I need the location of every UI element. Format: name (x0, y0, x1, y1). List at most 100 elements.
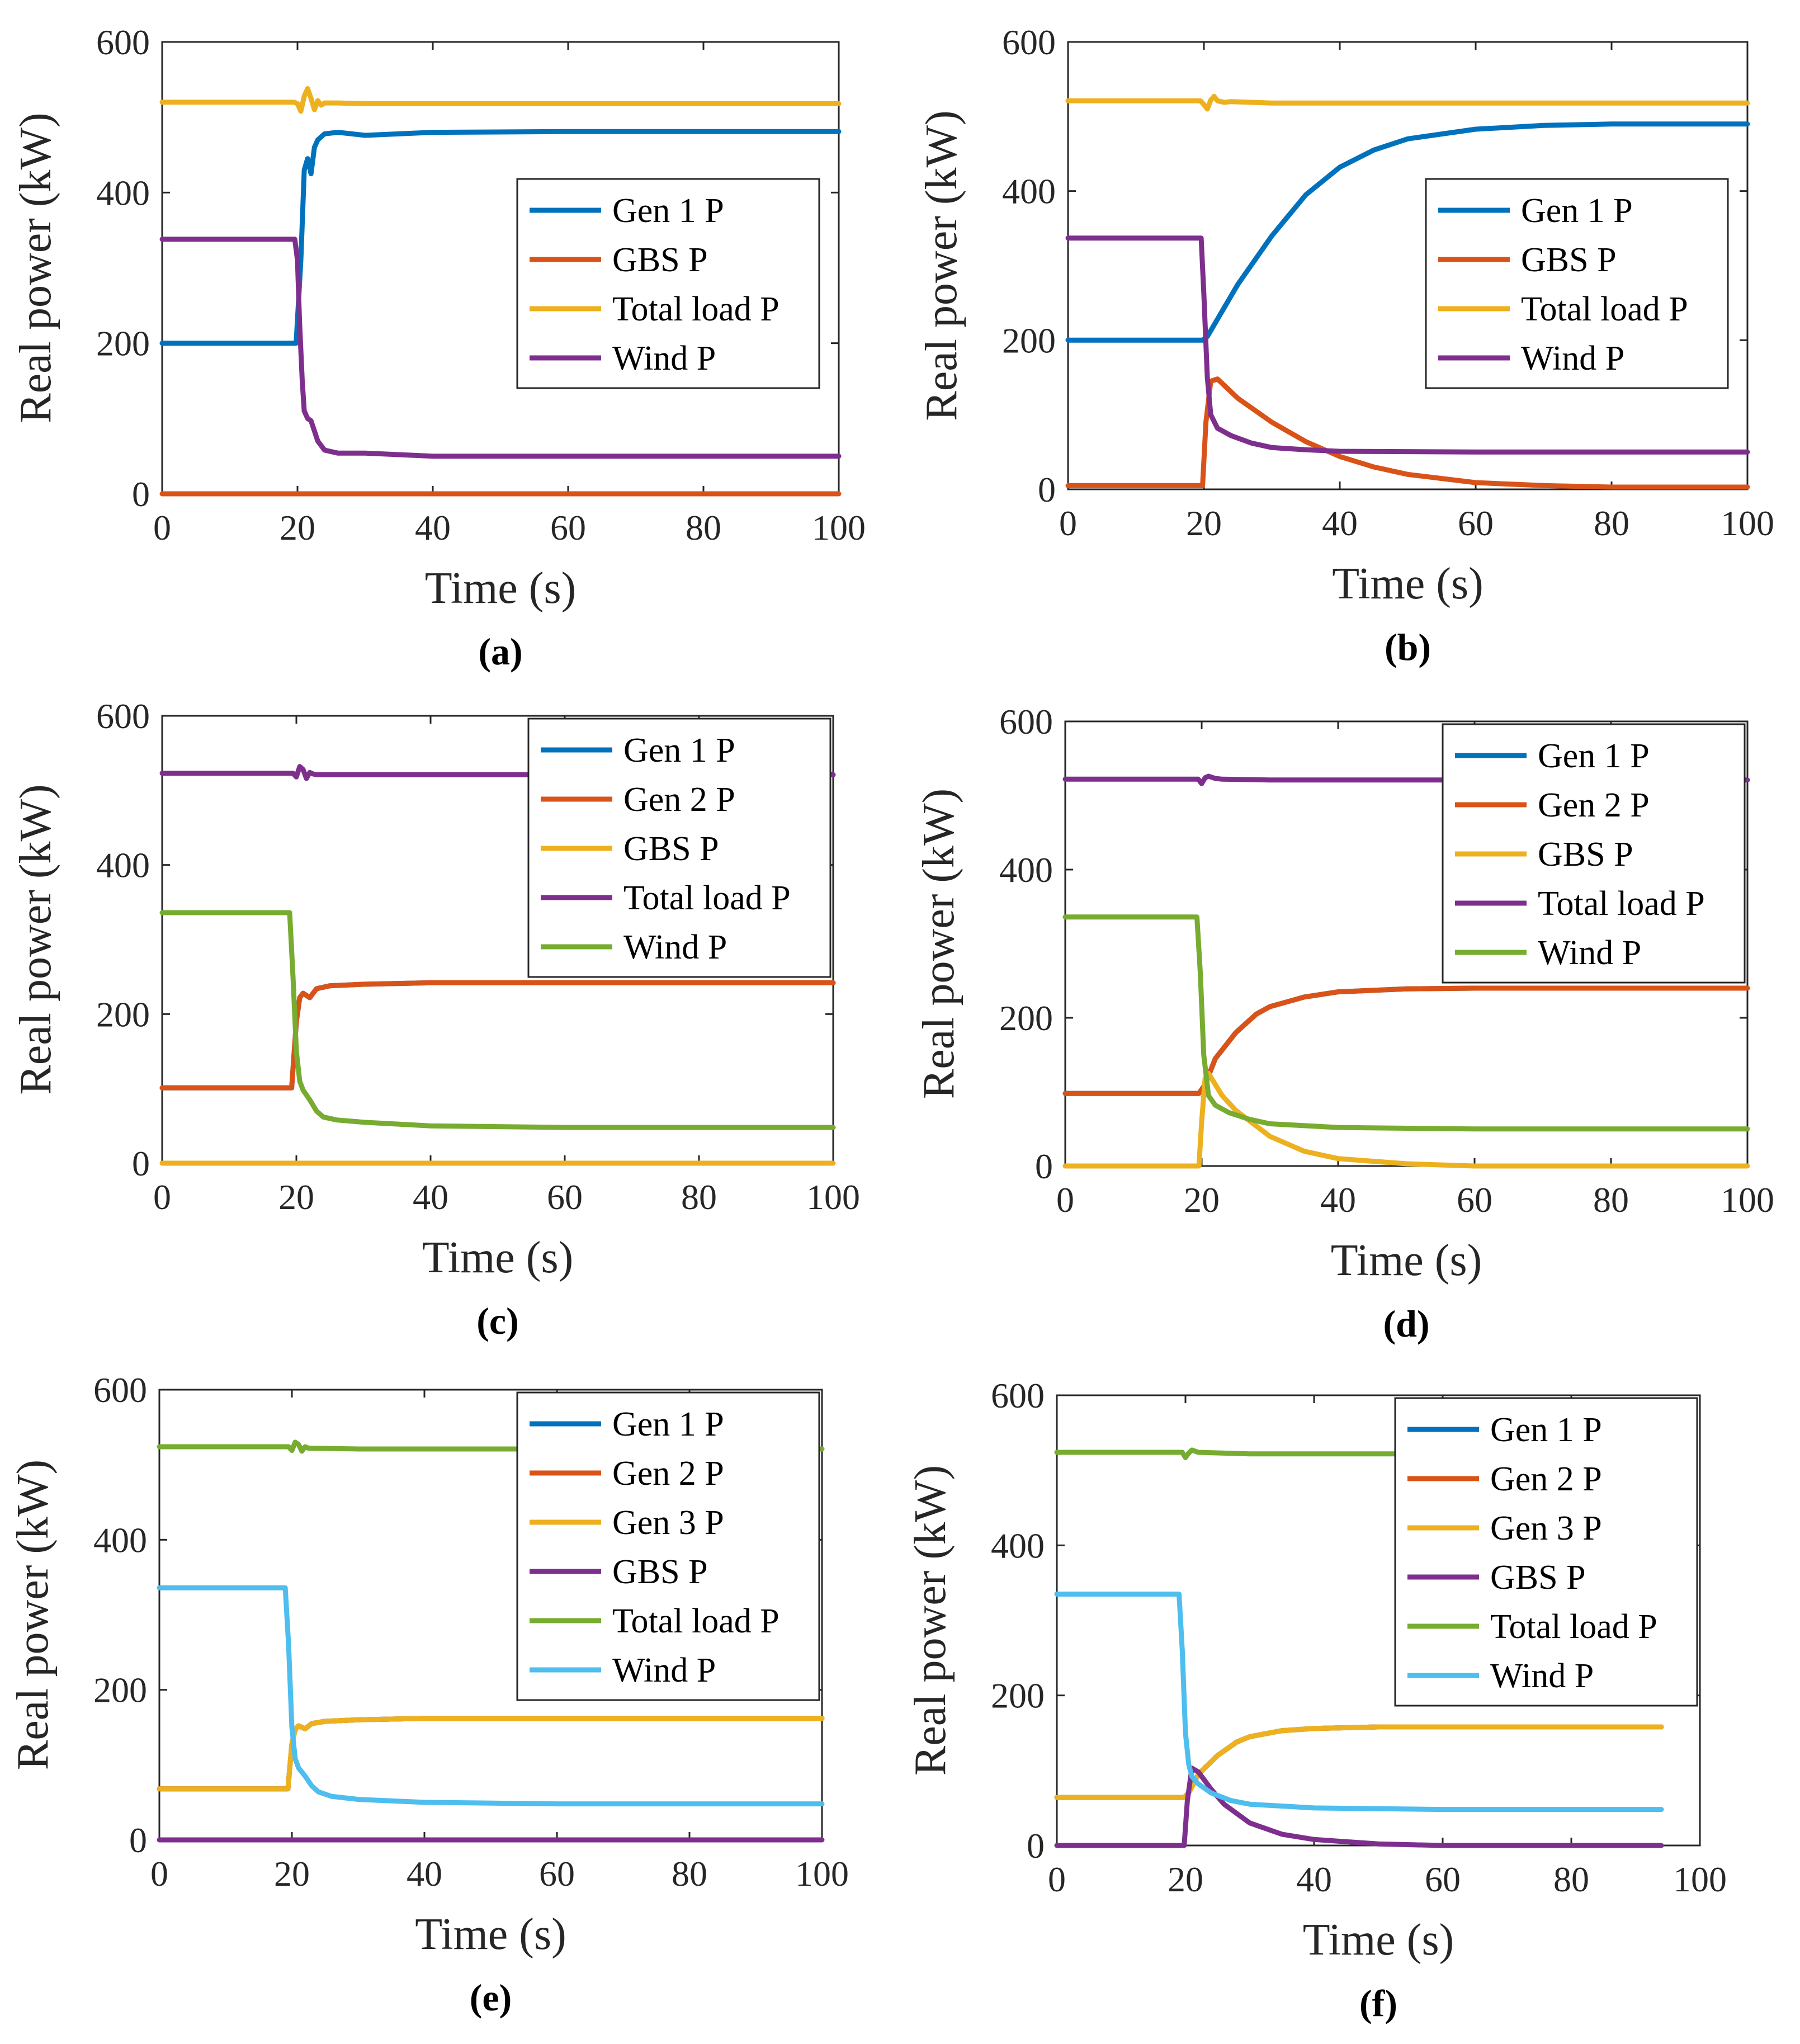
series-line-total-load-p (159, 764, 836, 781)
x-tick-label: 100 (812, 508, 866, 547)
y-tick-label: 600 (1002, 22, 1056, 62)
x-axis-label: Time (s) (1331, 1236, 1482, 1285)
y-tick-label: 400 (999, 850, 1053, 890)
y-tick-label: 200 (96, 994, 150, 1034)
x-tick-label: 20 (274, 1854, 310, 1894)
x-tick-label: 0 (1056, 1180, 1074, 1220)
series-line-gen-3-p (157, 1716, 825, 1792)
legend-entry: GBS P (1490, 1559, 1586, 1597)
x-tick-label: 80 (681, 1177, 717, 1217)
x-tick-label: 100 (1721, 1180, 1774, 1220)
y-axis-label: Real power (kW) (906, 1465, 955, 1776)
legend-box (516, 1391, 820, 1701)
y-tick-label: 400 (1002, 172, 1056, 211)
x-tick-label: 80 (1593, 1180, 1629, 1220)
x-axis-label: Time (s) (422, 1233, 573, 1282)
x-tick-label: 0 (153, 508, 171, 547)
y-tick-label: 0 (132, 474, 150, 514)
legend-entry: Total load P (612, 290, 779, 328)
x-tick-label: 60 (1425, 1859, 1461, 1899)
x-tick-label: 60 (550, 508, 586, 547)
y-tick-label: 0 (1038, 470, 1056, 509)
x-tick-label: 100 (1721, 503, 1774, 543)
series-line-wind-p (157, 1585, 825, 1807)
legend-entry: GBS P (1521, 241, 1617, 279)
x-tick-label: 40 (407, 1854, 442, 1894)
y-axis-label: Real power (kW) (11, 112, 60, 423)
legend-entry: Wind P (1538, 934, 1641, 972)
legend-box (516, 178, 820, 389)
legend: Gen 1 P Gen 2 P Gen 3 P GBS P Total load P Wi… (516, 1391, 820, 1701)
y-tick-label: 0 (129, 1820, 147, 1860)
panel-caption: (c) (476, 1300, 518, 1342)
legend-entry: Total load P (1538, 885, 1705, 923)
chart-panel-c: 0 200 400 600 0 20 40 60 80 100 Gen 1 P Gen 2 P GBS … (11, 696, 860, 1342)
legend-entry: Total load P (612, 1602, 779, 1640)
legend-entry: GBS P (623, 830, 719, 868)
y-tick-label: 600 (96, 22, 150, 62)
x-tick-label: 60 (1458, 503, 1494, 543)
y-tick-label: 400 (96, 846, 150, 885)
legend-entry: Wind P (612, 339, 716, 377)
legend-box (1425, 178, 1729, 389)
legend-entry: GBS P (612, 1553, 708, 1591)
x-tick-label: 40 (1296, 1859, 1332, 1899)
x-axis-label: Time (s) (1303, 1915, 1454, 1965)
y-tick-label: 0 (1027, 1826, 1045, 1866)
x-tick-label: 40 (1320, 1180, 1356, 1220)
x-tick-label: 80 (1553, 1859, 1589, 1899)
legend-entry: Gen 2 P (612, 1455, 724, 1493)
chart-panel-b: 0 200 400 600 0 20 40 60 80 100 Gen 1 P GBS P Total … (917, 22, 1774, 668)
series-line-wind-p (1062, 914, 1750, 1132)
legend-entry: Total load P (1521, 290, 1688, 328)
y-axis-label: Real power (kW) (917, 110, 966, 421)
x-tick-label: 40 (415, 508, 451, 547)
x-tick-label: 100 (1673, 1859, 1727, 1899)
y-axis-label: Real power (kW) (11, 784, 60, 1094)
legend-entry: Wind P (1521, 339, 1624, 377)
series-line-total-load-p (157, 1439, 825, 1454)
legend-entry: Gen 3 P (612, 1504, 724, 1542)
y-tick-label: 400 (96, 173, 150, 213)
legend-entry: Gen 1 P (1521, 192, 1633, 230)
x-tick-label: 80 (672, 1854, 707, 1894)
x-axis-label: Time (s) (425, 564, 576, 613)
x-tick-label: 60 (547, 1177, 583, 1217)
series-line-gen-1-p (159, 129, 842, 346)
x-tick-label: 60 (539, 1854, 575, 1894)
chart-panel-a: 0 200 400 600 0 20 40 60 80 100 Gen 1 P GBS P Total … (11, 22, 866, 673)
panel-caption: (f) (1359, 1982, 1397, 2024)
y-tick-label: 200 (96, 324, 150, 364)
legend-entry: Gen 1 P (1490, 1411, 1602, 1449)
series-line-wind-p (159, 910, 836, 1130)
panel-caption: (d) (1383, 1302, 1429, 1345)
x-tick-label: 0 (1048, 1859, 1066, 1899)
x-tick-label: 20 (1168, 1859, 1203, 1899)
y-tick-label: 400 (93, 1520, 147, 1560)
y-tick-label: 200 (999, 998, 1053, 1038)
y-tick-label: 200 (93, 1670, 147, 1710)
y-tick-label: 600 (999, 702, 1053, 742)
x-tick-label: 0 (153, 1177, 171, 1217)
legend-entry: Gen 1 P (1538, 737, 1650, 775)
y-tick-label: 600 (96, 696, 150, 736)
series-line-wind-p (1054, 1592, 1664, 1812)
x-axis-label: Time (s) (1332, 559, 1483, 608)
legend-entry: GBS P (612, 241, 708, 279)
panel-caption: (a) (478, 630, 522, 673)
series-line-gbs-p (1065, 376, 1750, 490)
y-tick-label: 200 (991, 1676, 1045, 1716)
x-tick-label: 100 (795, 1854, 849, 1894)
legend-entry: GBS P (1538, 835, 1633, 874)
series-line-total-load-p (159, 86, 842, 114)
series-line-gbs-p (1062, 1070, 1750, 1169)
legend-entry: Gen 1 P (623, 731, 735, 770)
y-tick-label: 200 (1002, 320, 1056, 360)
legend-entry: Gen 2 P (1490, 1460, 1602, 1498)
panel-caption: (b) (1385, 626, 1431, 668)
x-tick-label: 80 (686, 508, 721, 547)
x-axis-label: Time (s) (415, 1910, 566, 1959)
x-tick-label: 0 (150, 1854, 168, 1894)
